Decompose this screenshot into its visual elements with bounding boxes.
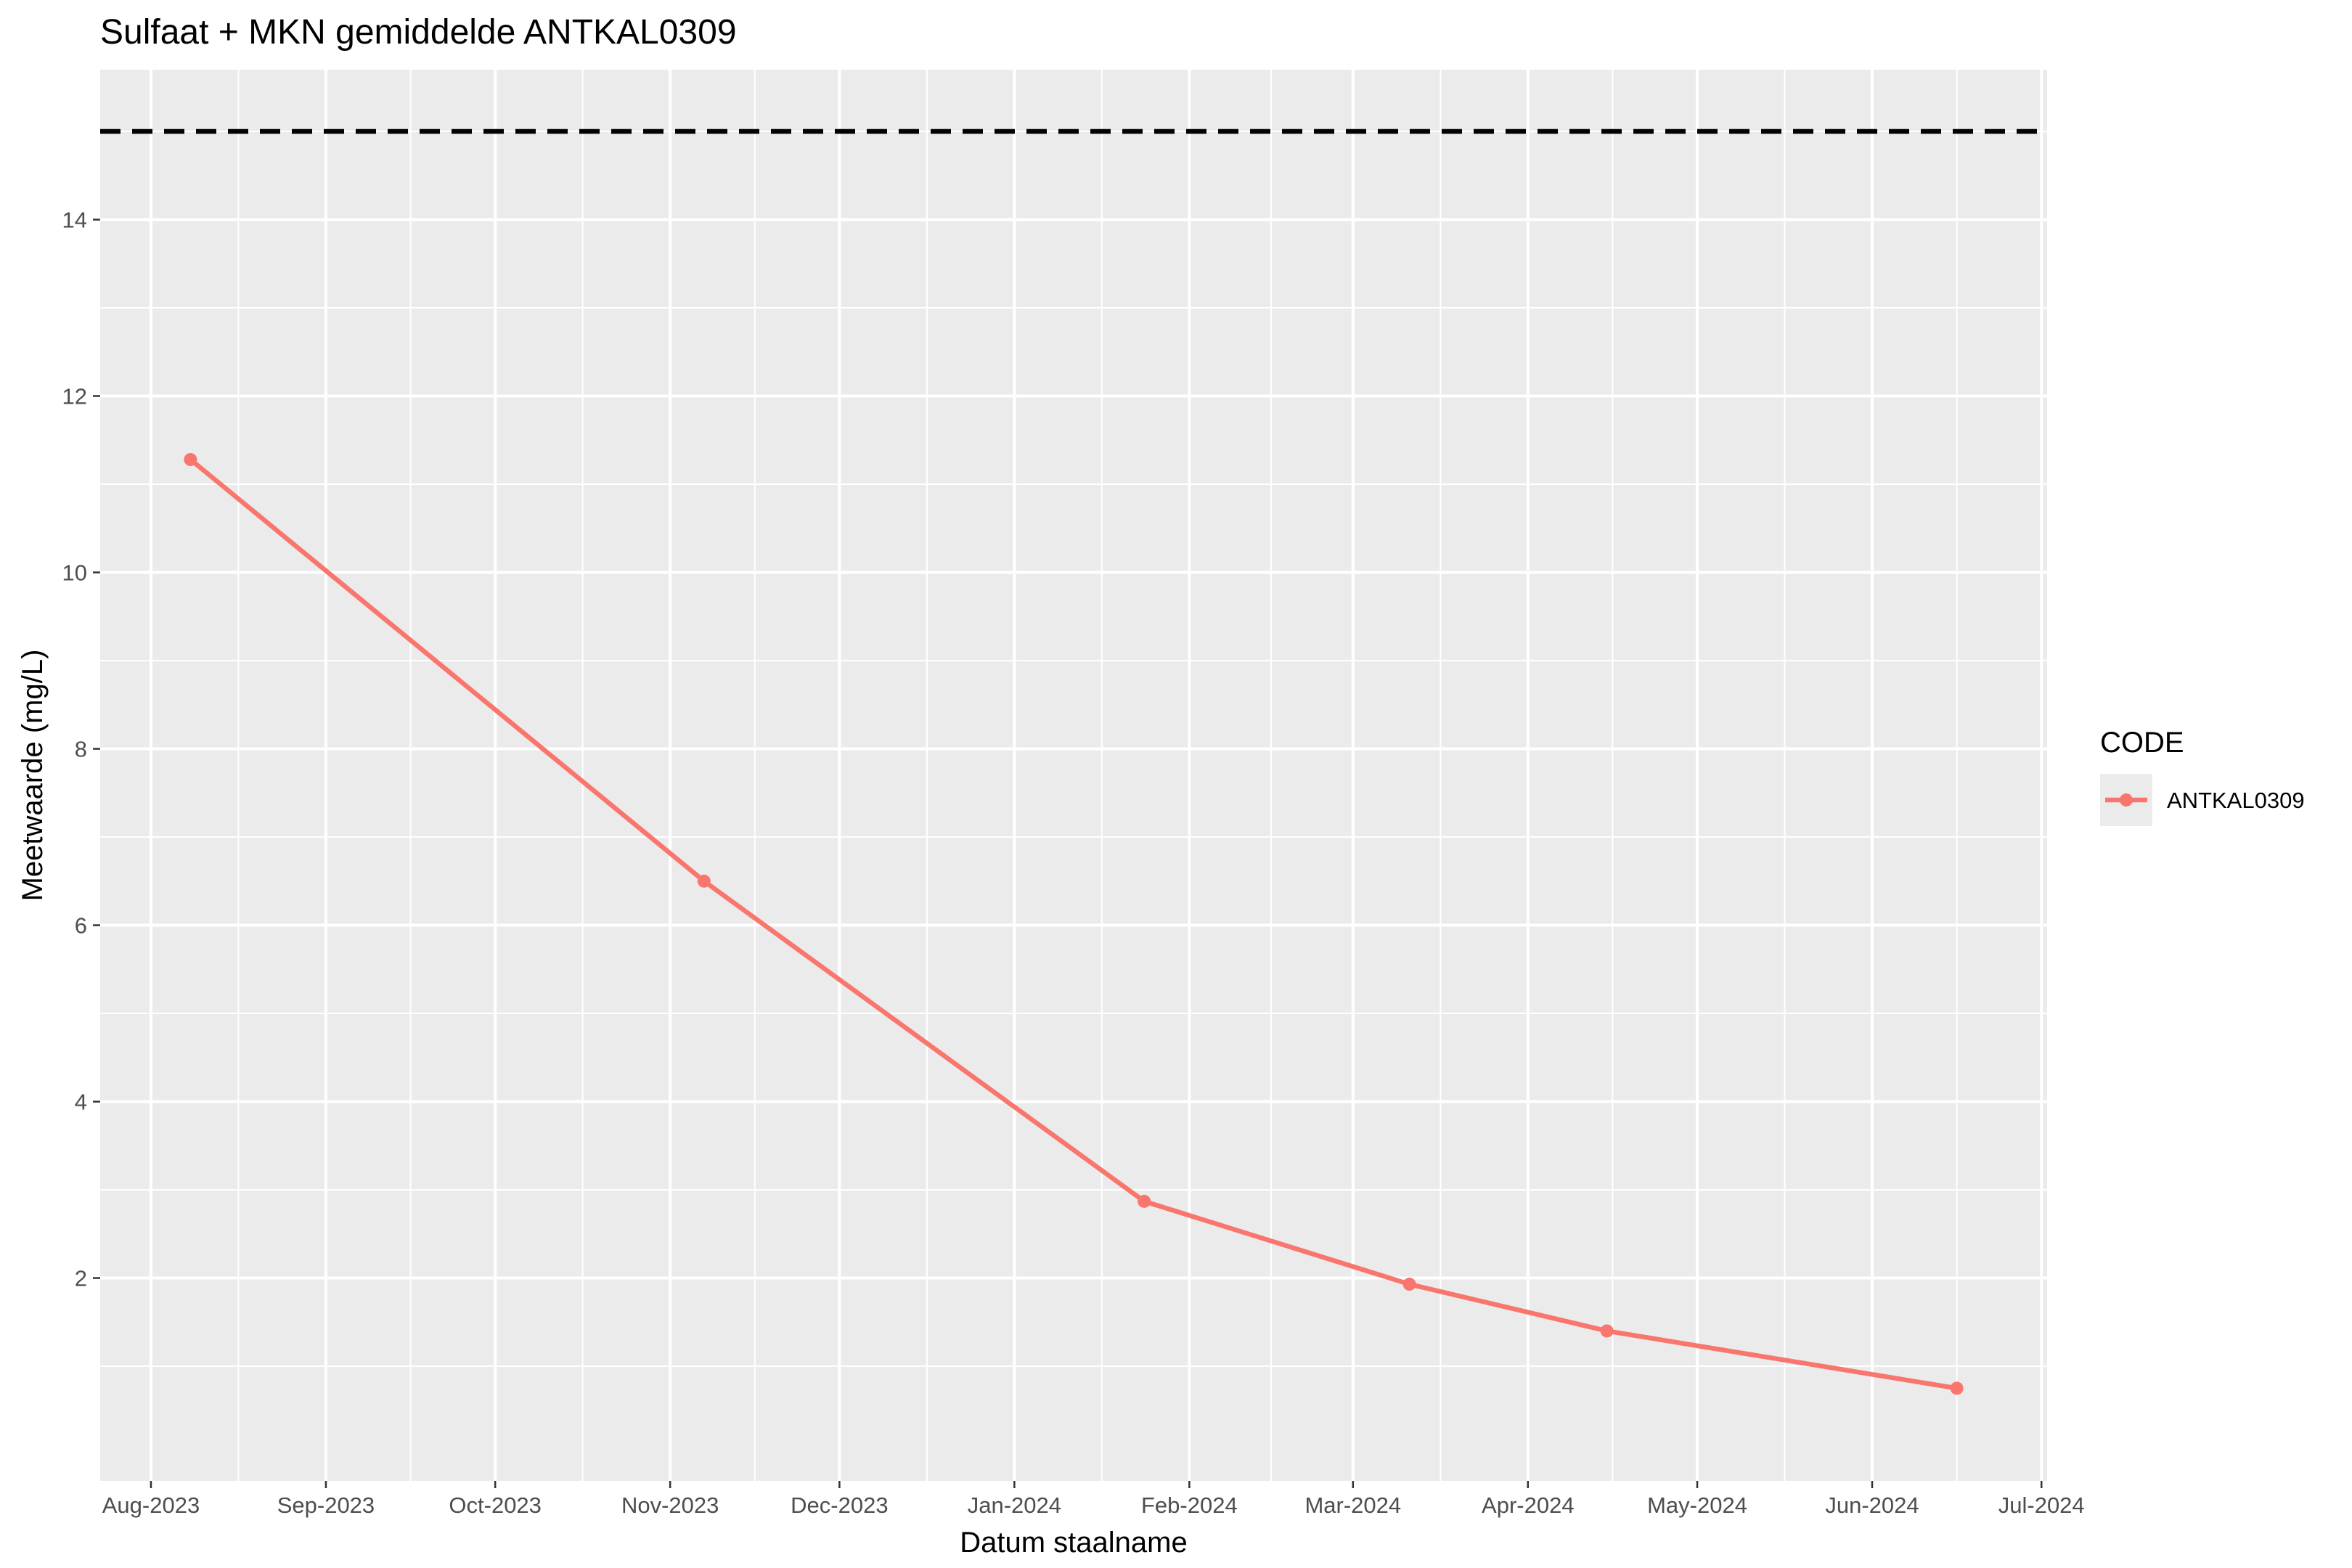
legend-key-point	[2120, 793, 2133, 807]
grid-major	[100, 70, 2047, 1481]
x-tick-label: Jan-2024	[968, 1493, 1061, 1518]
series-layer	[184, 453, 1964, 1395]
x-tick-label: Aug-2023	[102, 1493, 200, 1518]
y-tick-label: 6	[75, 913, 87, 939]
grid-minor	[100, 70, 2047, 1481]
y-tick-label: 2	[75, 1266, 87, 1291]
y-tick-label: 8	[75, 737, 87, 762]
data-point	[1138, 1194, 1151, 1208]
plot-panel	[100, 70, 2047, 1481]
legend-label: ANTKAL0309	[2167, 788, 2305, 813]
chart-title: Sulfaat + MKN gemiddelde ANTKAL0309	[100, 13, 737, 52]
data-point	[697, 874, 711, 888]
data-point	[1950, 1381, 1964, 1395]
x-tick-label: Nov-2023	[621, 1493, 719, 1518]
x-tick-label: May-2024	[1647, 1493, 1747, 1518]
x-tick-label: Dec-2023	[791, 1493, 888, 1518]
x-axis: Aug-2023 Sep-2023 Oct-2023 Nov-2023 Dec-2023…	[102, 1481, 2085, 1518]
y-tick-label: 10	[62, 560, 87, 586]
y-tick-label: 12	[62, 384, 87, 409]
y-axis: 2 4 6 8 10 12 14	[62, 208, 100, 1291]
x-tick-label: Mar-2024	[1304, 1493, 1401, 1518]
x-tick-label: Sep-2023	[277, 1493, 375, 1518]
x-tick-label: Jun-2024	[1825, 1493, 1919, 1518]
y-tick-label: 14	[62, 208, 87, 233]
y-axis-title: Meetwaarde (mg/L)	[17, 650, 49, 902]
x-axis-title: Datum staalname	[960, 1527, 1187, 1559]
x-tick-label: Oct-2023	[449, 1493, 542, 1518]
legend: CODE ANTKAL0309	[2100, 727, 2305, 826]
legend-title: CODE	[2100, 727, 2184, 759]
x-tick-label: Apr-2024	[1482, 1493, 1575, 1518]
x-tick-label: Feb-2024	[1141, 1493, 1238, 1518]
data-point	[1600, 1324, 1614, 1338]
data-point	[184, 453, 197, 467]
y-tick-label: 4	[75, 1090, 87, 1115]
series-line	[189, 457, 1958, 1391]
data-point	[1402, 1278, 1416, 1291]
x-tick-label: Jul-2024	[1998, 1493, 2085, 1518]
